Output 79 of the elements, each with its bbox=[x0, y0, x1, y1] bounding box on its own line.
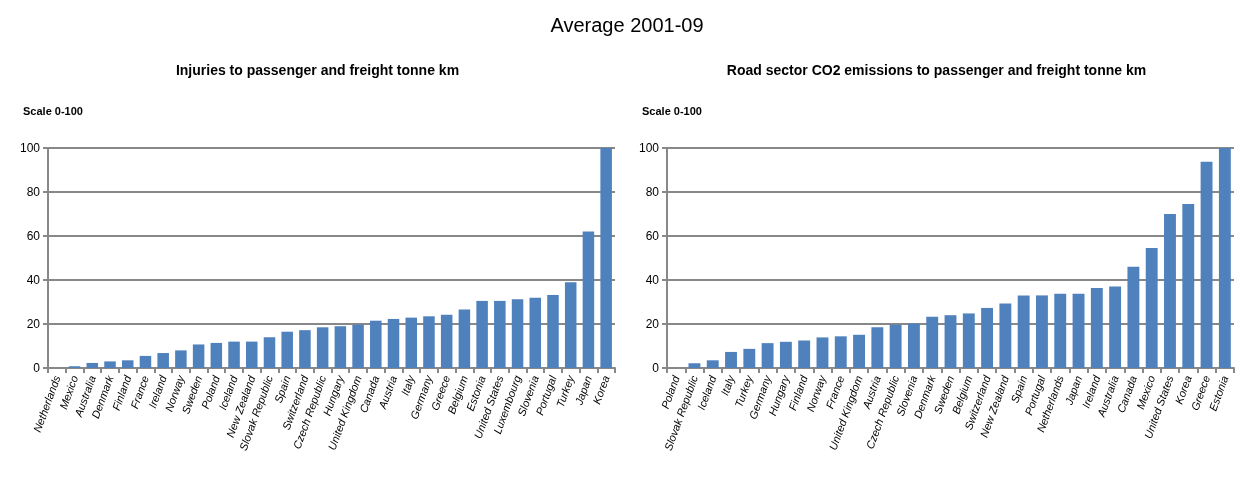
bar bbox=[1090, 287, 1103, 368]
bar bbox=[706, 360, 719, 368]
bar bbox=[564, 282, 577, 368]
y-axis-title: Scale 0-100 bbox=[23, 104, 83, 117]
bar bbox=[944, 315, 957, 368]
bar bbox=[981, 307, 994, 368]
x-tick-label: Spain bbox=[1008, 373, 1030, 405]
bar bbox=[316, 327, 329, 368]
bar bbox=[1145, 248, 1158, 368]
bar bbox=[1109, 286, 1122, 368]
bar bbox=[370, 320, 382, 368]
bar bbox=[871, 327, 884, 368]
bar bbox=[121, 360, 134, 368]
bar bbox=[547, 294, 559, 368]
bar bbox=[334, 326, 347, 368]
y-tick-label: 60 bbox=[645, 229, 660, 243]
bar bbox=[387, 318, 400, 368]
bar bbox=[476, 300, 488, 368]
bar bbox=[529, 297, 542, 368]
bar bbox=[281, 331, 293, 368]
bar bbox=[192, 344, 205, 368]
bar bbox=[1200, 161, 1213, 368]
bar bbox=[228, 341, 240, 368]
bar bbox=[1218, 148, 1231, 368]
bar bbox=[1017, 295, 1030, 368]
y-tick-label: 40 bbox=[26, 273, 41, 287]
bar bbox=[926, 316, 939, 368]
bar bbox=[511, 299, 524, 368]
bar bbox=[779, 341, 792, 368]
bar bbox=[1182, 204, 1195, 368]
y-tick-label: 0 bbox=[652, 361, 660, 375]
bar bbox=[889, 324, 902, 368]
bar bbox=[175, 350, 187, 368]
bar bbox=[139, 355, 152, 368]
bar bbox=[1164, 214, 1176, 368]
bar bbox=[104, 361, 116, 368]
bar bbox=[962, 313, 975, 368]
bar bbox=[1127, 266, 1140, 368]
text: Average 2001-09 bbox=[550, 14, 704, 36]
bar bbox=[352, 324, 364, 368]
y-tick-label: 20 bbox=[26, 317, 41, 331]
bar bbox=[86, 362, 99, 368]
y-tick-label: 100 bbox=[19, 141, 41, 155]
bar bbox=[246, 341, 258, 368]
y-tick-label: 80 bbox=[645, 185, 660, 199]
bar bbox=[743, 348, 756, 368]
bar bbox=[263, 337, 276, 368]
bar bbox=[458, 309, 471, 368]
bar bbox=[582, 231, 595, 368]
bar bbox=[907, 323, 920, 368]
bar bbox=[688, 363, 701, 368]
bar bbox=[816, 337, 829, 368]
chart-title: Road sector CO2 emissions to passenger and freight tonne km bbox=[726, 62, 1147, 78]
bar bbox=[299, 330, 311, 368]
bar bbox=[157, 353, 169, 368]
y-tick-label: 60 bbox=[26, 229, 41, 243]
y-tick-label: 40 bbox=[645, 273, 660, 287]
bar bbox=[761, 343, 774, 368]
bar bbox=[999, 303, 1012, 368]
y-tick-label: 0 bbox=[33, 361, 41, 375]
bar bbox=[1054, 293, 1067, 368]
bar bbox=[798, 340, 811, 368]
bar bbox=[834, 336, 847, 368]
x-tick-label: Italy bbox=[718, 372, 738, 398]
bar bbox=[210, 342, 223, 368]
bar bbox=[494, 300, 506, 368]
y-axis-title: Scale 0-100 bbox=[642, 104, 702, 117]
bar bbox=[1072, 293, 1085, 368]
bar bbox=[853, 334, 865, 368]
bar bbox=[600, 148, 612, 368]
bar bbox=[1036, 295, 1048, 368]
bar bbox=[423, 316, 435, 368]
bar bbox=[440, 314, 453, 368]
bar bbox=[725, 351, 737, 368]
y-tick-label: 100 bbox=[638, 141, 660, 155]
y-tick-label: 20 bbox=[645, 317, 660, 331]
y-tick-label: 80 bbox=[26, 185, 41, 199]
chart-title: Injuries to passenger and freight tonne km bbox=[175, 62, 460, 78]
bar bbox=[405, 317, 417, 368]
